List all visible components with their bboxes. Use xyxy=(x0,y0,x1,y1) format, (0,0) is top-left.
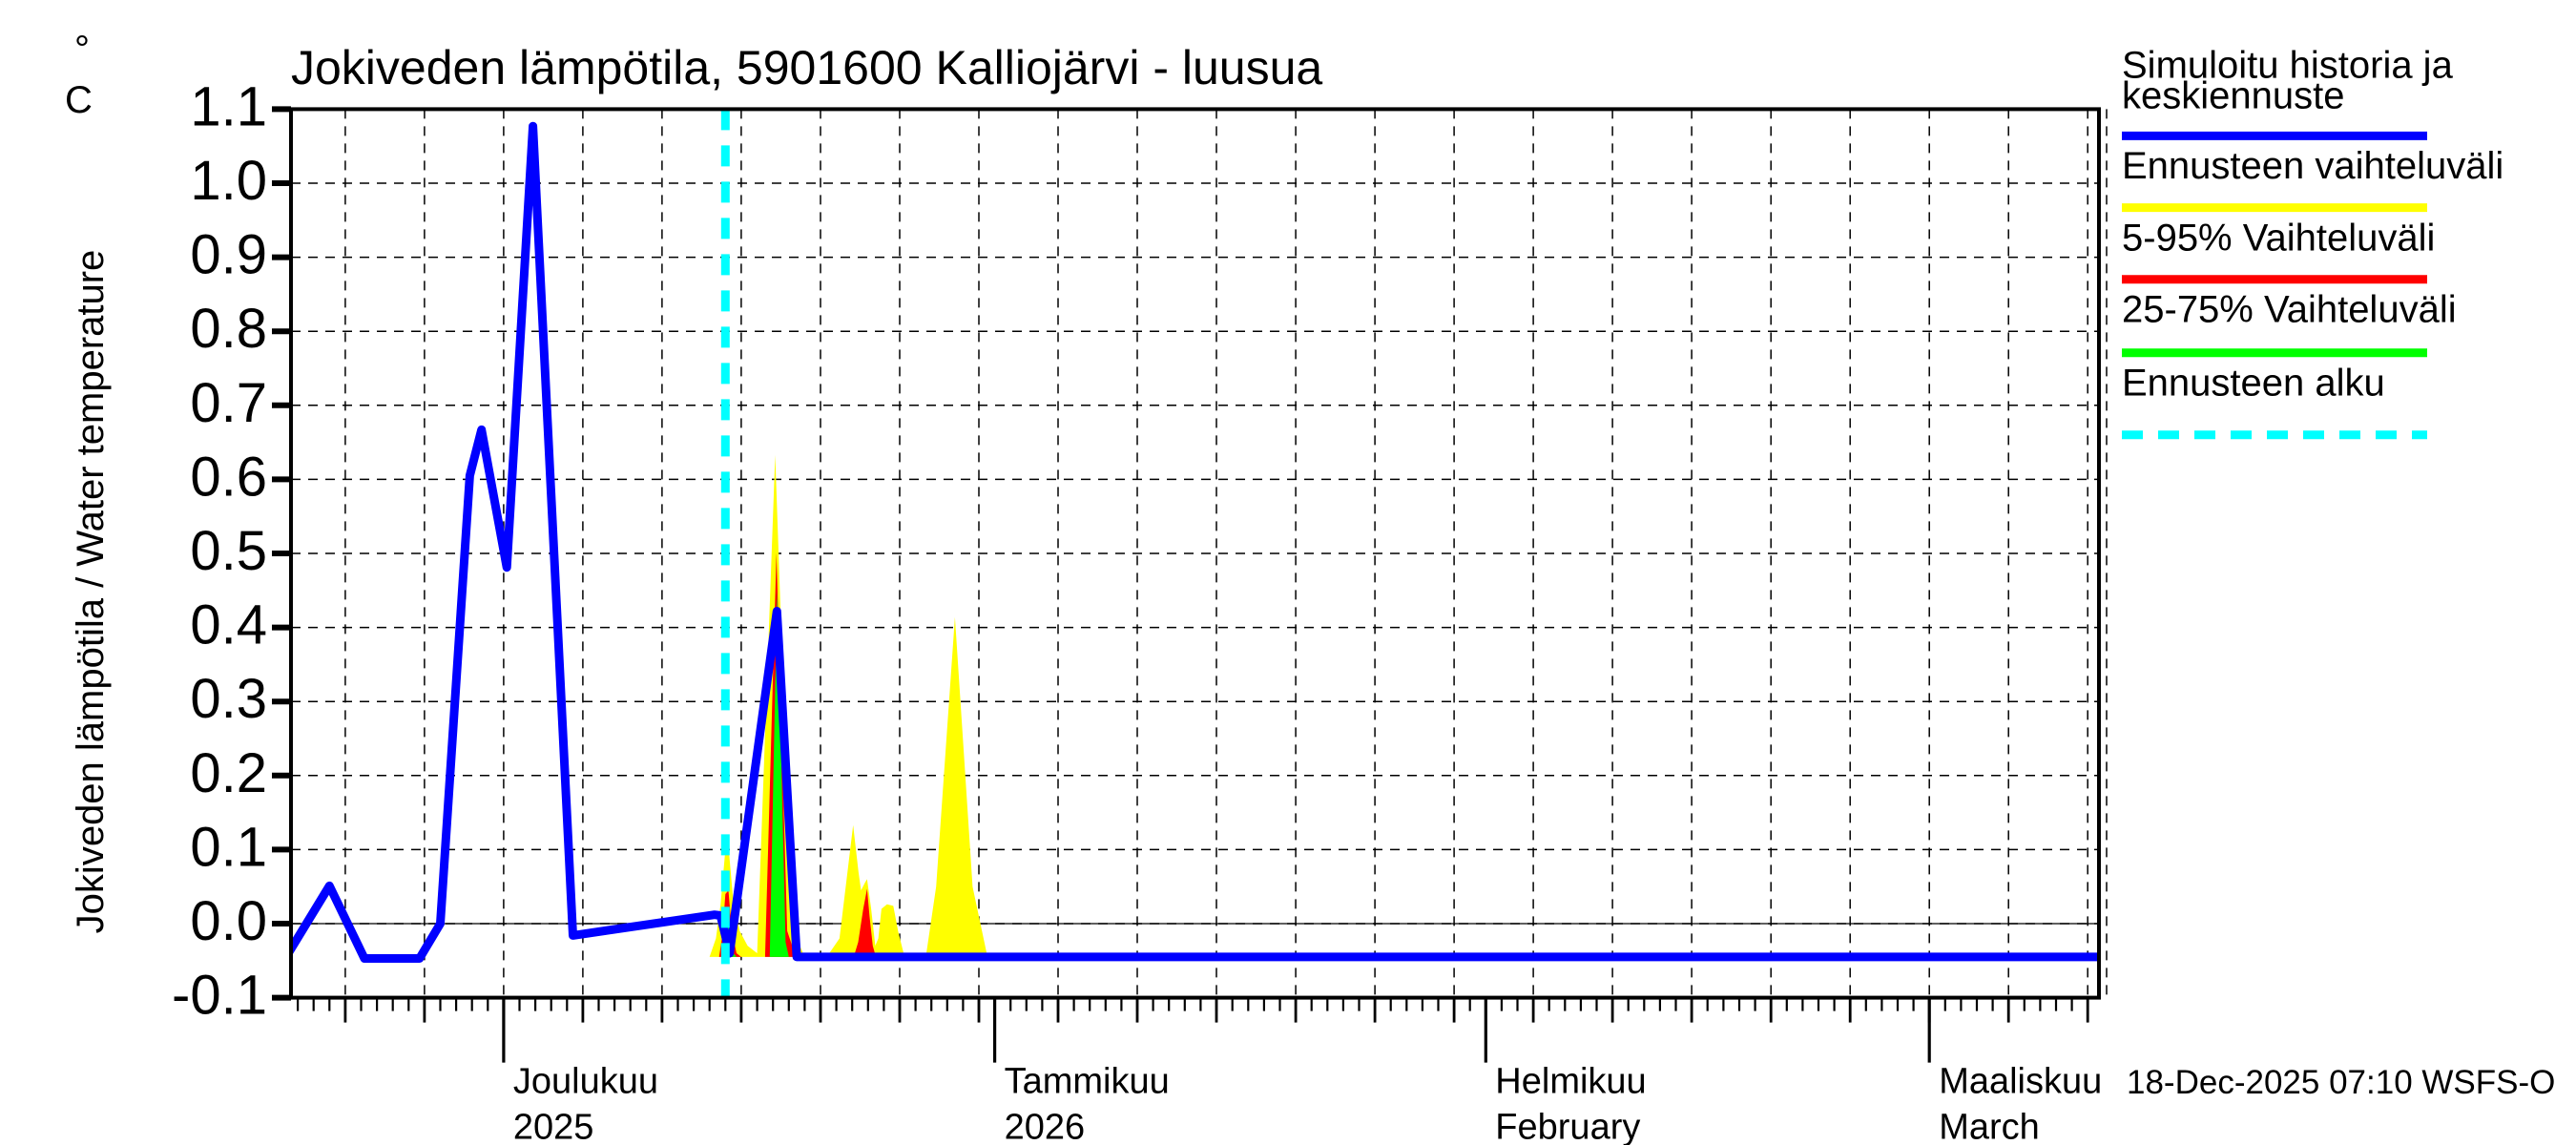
svg-text:0.1: 0.1 xyxy=(190,816,267,878)
svg-text:keskiennuste: keskiennuste xyxy=(2122,75,2344,117)
svg-text:0.4: 0.4 xyxy=(190,594,267,656)
svg-text:Joulukuu: Joulukuu xyxy=(513,1062,658,1102)
svg-text:March: March xyxy=(1939,1108,2040,1145)
svg-text:-0.1: -0.1 xyxy=(172,965,267,1027)
svg-text:18-Dec-2025 07:10 WSFS-O: 18-Dec-2025 07:10 WSFS-O xyxy=(2127,1064,2555,1101)
svg-text:0.2: 0.2 xyxy=(190,742,267,804)
svg-text:0.6: 0.6 xyxy=(190,446,267,508)
svg-text:°: ° xyxy=(74,29,90,71)
svg-text:C: C xyxy=(65,79,93,121)
svg-text:1.1: 1.1 xyxy=(190,75,267,137)
svg-text:0.8: 0.8 xyxy=(190,298,267,360)
svg-text:Jokiveden lämpötila / Water te: Jokiveden lämpötila / Water temperature xyxy=(70,250,112,934)
svg-text:Maaliskuu: Maaliskuu xyxy=(1939,1062,2102,1102)
svg-text:Helmikuu: Helmikuu xyxy=(1495,1062,1646,1102)
svg-text:2025: 2025 xyxy=(513,1108,594,1145)
svg-text:0.0: 0.0 xyxy=(190,890,267,952)
svg-text:February: February xyxy=(1495,1108,1640,1145)
svg-text:0.7: 0.7 xyxy=(190,372,267,434)
svg-text:1.0: 1.0 xyxy=(190,150,267,212)
svg-text:0.9: 0.9 xyxy=(190,224,267,286)
svg-text:5-95% Vaihteluväli: 5-95% Vaihteluväli xyxy=(2122,217,2435,259)
svg-text:25-75% Vaihteluväli: 25-75% Vaihteluväli xyxy=(2122,289,2457,331)
svg-text:Jokiveden lämpötila, 5901600 K: Jokiveden lämpötila, 5901600 Kalliojärvi… xyxy=(291,41,1322,94)
svg-text:0.5: 0.5 xyxy=(190,520,267,582)
svg-text:0.3: 0.3 xyxy=(190,668,267,730)
svg-text:Ennusteen vaihteluväli: Ennusteen vaihteluväli xyxy=(2122,145,2503,187)
svg-text:Tammikuu: Tammikuu xyxy=(1005,1062,1170,1102)
svg-text:2026: 2026 xyxy=(1005,1108,1086,1145)
svg-text:Ennusteen alku: Ennusteen alku xyxy=(2122,363,2385,405)
